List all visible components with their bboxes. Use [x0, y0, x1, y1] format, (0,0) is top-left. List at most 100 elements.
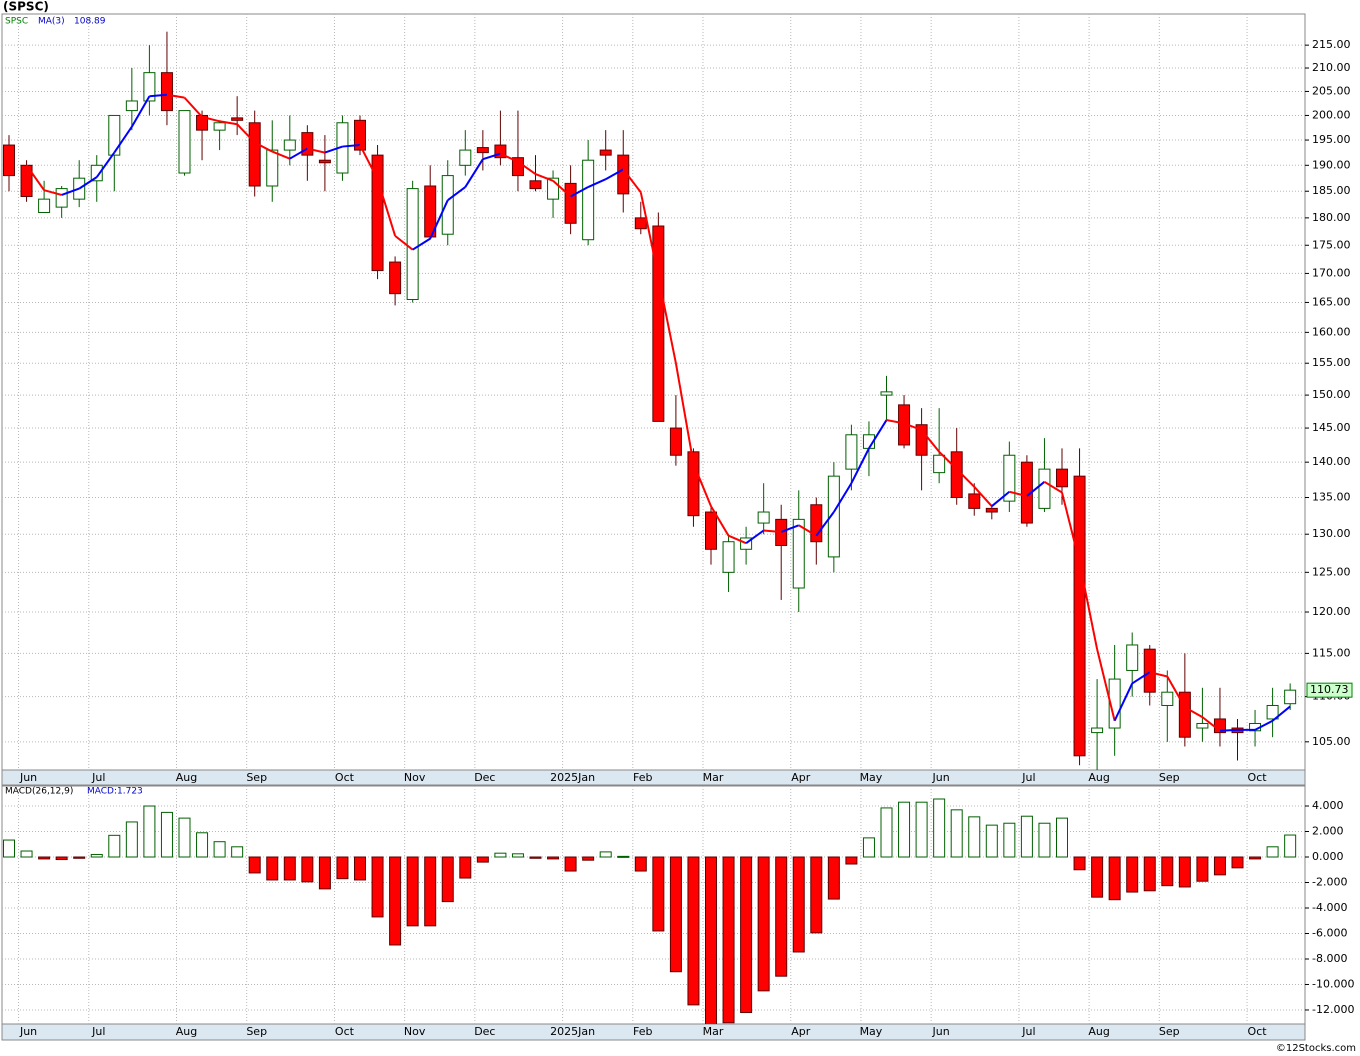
- ma-segment: [903, 422, 922, 432]
- candle-body: [406, 188, 419, 301]
- x-tick-label: Jun: [932, 771, 950, 784]
- ma-segment: [1113, 683, 1134, 722]
- ma-segment: [271, 150, 291, 160]
- ma-segment: [254, 141, 273, 153]
- macd-bar: [55, 856, 68, 861]
- macd-bar: [933, 798, 946, 858]
- ma-segment: [482, 152, 501, 161]
- ma-segment: [1096, 648, 1116, 721]
- y-tick-label: 160.00: [1312, 325, 1351, 338]
- y-tick-label: 150.00: [1312, 388, 1351, 401]
- ma-segment: [499, 152, 519, 163]
- ma-segment: [1149, 671, 1168, 678]
- macd-bar: [301, 856, 314, 883]
- macd-bar: [389, 856, 402, 946]
- y-tick-label: 180.00: [1312, 211, 1351, 224]
- y-tick-label: 145.00: [1312, 421, 1351, 434]
- y-tick-label: 210.00: [1312, 61, 1351, 74]
- ma-segment: [710, 505, 730, 537]
- candle-body: [231, 117, 244, 121]
- macd-plot: [2, 786, 1305, 1024]
- x-tick-label: 2025Jan: [550, 771, 595, 784]
- macd-bar: [1126, 856, 1139, 893]
- ma-segment: [359, 144, 379, 180]
- macd-bar: [1056, 817, 1068, 858]
- ma-segment: [1026, 481, 1046, 497]
- ma-segment: [1166, 675, 1186, 708]
- ma-segment: [587, 178, 607, 188]
- ma-segment: [113, 126, 133, 154]
- x-tick-label: Mar: [703, 771, 724, 784]
- candle-body: [1126, 644, 1139, 671]
- ma-segment: [289, 147, 308, 160]
- ma-segment: [674, 363, 695, 464]
- ma-segment: [1201, 716, 1221, 732]
- macd-bar: [160, 811, 173, 858]
- ma-segment: [570, 186, 589, 198]
- ma-segment: [938, 451, 958, 470]
- x-tick-label: Mar: [703, 1025, 724, 1038]
- ma-segment: [219, 120, 238, 126]
- macd-bar: [827, 856, 840, 900]
- candle-body: [845, 434, 858, 470]
- candle-body: [301, 132, 314, 156]
- candle-body: [1091, 727, 1104, 734]
- ma-segment: [798, 524, 817, 537]
- y-tick-label: -8.000: [1312, 952, 1347, 965]
- y-tick-label: 0.000: [1312, 850, 1344, 863]
- candle-body: [125, 100, 138, 112]
- ma-segment: [1078, 562, 1099, 650]
- ma-segment: [1009, 490, 1028, 498]
- macd-bar: [845, 856, 858, 865]
- ma-segment: [236, 123, 256, 144]
- macd-bar: [792, 856, 805, 953]
- x-tick-label: Jul: [1021, 771, 1035, 784]
- x-tick-label: Aug: [1088, 771, 1109, 784]
- candle-body: [371, 154, 384, 272]
- macd-bar: [757, 856, 770, 992]
- y-tick-label: -10.000: [1312, 977, 1354, 990]
- candle-body: [547, 177, 560, 200]
- macd-bar: [318, 856, 331, 890]
- x-tick-label: Nov: [404, 1025, 426, 1038]
- y-tick-label: 185.00: [1312, 184, 1351, 197]
- macd-bar: [1196, 856, 1209, 882]
- macd-bar: [283, 856, 296, 881]
- ma-segment: [973, 486, 993, 507]
- macd-bar: [476, 856, 489, 863]
- macd-bar: [617, 855, 630, 858]
- ma-segment: [763, 529, 782, 533]
- y-tick-label: 195.00: [1312, 133, 1351, 146]
- x-tick-label: May: [860, 1025, 883, 1038]
- x-tick-label: Feb: [633, 771, 652, 784]
- candle-body: [354, 119, 366, 151]
- candle-body: [213, 122, 226, 131]
- x-tick-label: Jul: [91, 771, 105, 784]
- candle-body: [915, 424, 928, 456]
- candle-body: [985, 507, 998, 513]
- x-tick-label: Sep: [1159, 1025, 1180, 1038]
- candle-body: [564, 182, 577, 224]
- macd-bar: [968, 816, 981, 858]
- x-tick-label: Feb: [633, 1025, 652, 1038]
- candle-body: [108, 114, 121, 156]
- macd-bar: [669, 856, 682, 973]
- x-tick-label: Nov: [404, 771, 426, 784]
- macd-bar: [371, 856, 384, 918]
- ma-segment: [78, 176, 98, 190]
- candle-body: [1196, 722, 1209, 729]
- candle-body: [792, 518, 805, 589]
- price-plot: [2, 14, 1305, 770]
- macd-bar: [1213, 856, 1226, 876]
- x-tick-label: Aug: [1088, 1025, 1109, 1038]
- ma-segment: [1219, 728, 1238, 732]
- ma-segment: [622, 168, 642, 193]
- macd-bar: [775, 856, 788, 977]
- x-tick-label: 2025Jan: [550, 1025, 595, 1038]
- macd-bar: [1284, 834, 1297, 858]
- y-tick-label: 4.000: [1312, 799, 1344, 812]
- macd-bar: [1038, 822, 1051, 858]
- x-tick-label: Apr: [791, 1025, 811, 1038]
- x-tick-label: Jun: [19, 1025, 37, 1038]
